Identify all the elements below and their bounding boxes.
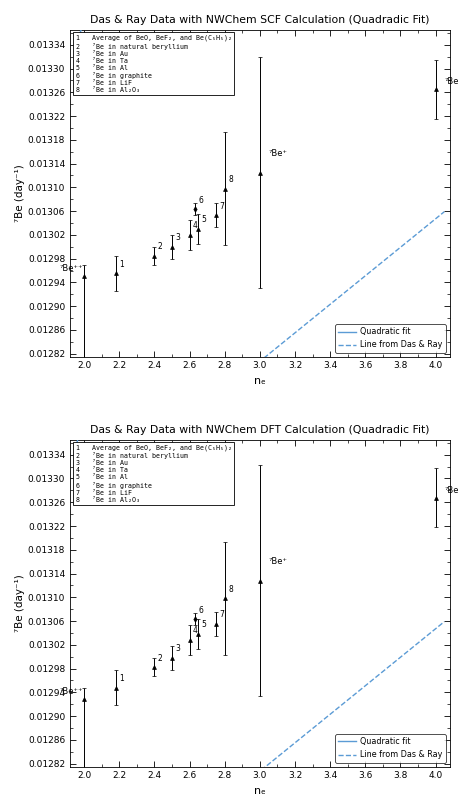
Y-axis label: ⁷Be (day⁻¹): ⁷Be (day⁻¹) bbox=[15, 165, 25, 222]
Text: 5: 5 bbox=[202, 620, 207, 629]
Text: 1: 1 bbox=[119, 260, 124, 268]
Text: 4: 4 bbox=[193, 221, 198, 230]
Title: Das & Ray Data with NWChem SCF Calculation (Quadradic Fit): Das & Ray Data with NWChem SCF Calculati… bbox=[90, 15, 429, 25]
Title: Das & Ray Data with NWChem DFT Calculation (Quadradic Fit): Das & Ray Data with NWChem DFT Calculati… bbox=[90, 425, 429, 435]
Text: ⁷Be⁺⁺: ⁷Be⁺⁺ bbox=[59, 264, 83, 273]
X-axis label: nₑ: nₑ bbox=[254, 786, 266, 796]
Text: 1   Average of BeO, BeF₂, and Be(C₅H₅)₂
2   ⁷Be in natural beryllium
3   ⁷Be in : 1 Average of BeO, BeF₂, and Be(C₅H₅)₂ 2 … bbox=[76, 444, 232, 503]
Text: 6: 6 bbox=[198, 606, 203, 615]
Text: 2: 2 bbox=[158, 654, 163, 663]
Legend: Quadratic fit, Line from Das & Ray: Quadratic fit, Line from Das & Ray bbox=[335, 734, 446, 762]
Text: 1   Average of BeO, BeF₂, and Be(C₅H₅)₂
2   ⁷Be in natural beryllium
3   ⁷Be in : 1 Average of BeO, BeF₂, and Be(C₅H₅)₂ 2 … bbox=[76, 35, 232, 92]
Text: 5: 5 bbox=[202, 215, 207, 224]
X-axis label: nₑ: nₑ bbox=[254, 376, 266, 386]
Text: 8: 8 bbox=[228, 585, 233, 594]
Text: 7: 7 bbox=[219, 610, 224, 620]
Text: ⁷Be⁺⁺: ⁷Be⁺⁺ bbox=[59, 688, 83, 697]
Text: 4: 4 bbox=[193, 626, 198, 635]
Text: 1: 1 bbox=[119, 674, 124, 683]
Text: ⁷Be: ⁷Be bbox=[444, 77, 459, 87]
Text: ⁷Be: ⁷Be bbox=[444, 486, 459, 495]
Text: 3: 3 bbox=[175, 233, 180, 242]
Text: 8: 8 bbox=[228, 175, 233, 184]
Text: 2: 2 bbox=[158, 242, 163, 251]
Text: ⁷Be⁺: ⁷Be⁺ bbox=[269, 148, 288, 157]
Text: 7: 7 bbox=[219, 201, 224, 211]
Y-axis label: ⁷Be (day⁻¹): ⁷Be (day⁻¹) bbox=[15, 574, 25, 632]
Text: ⁷Be⁺: ⁷Be⁺ bbox=[269, 557, 288, 566]
Text: 3: 3 bbox=[175, 644, 180, 653]
Text: 6: 6 bbox=[198, 195, 203, 204]
Legend: Quadratic fit, Line from Das & Ray: Quadratic fit, Line from Das & Ray bbox=[335, 324, 446, 353]
